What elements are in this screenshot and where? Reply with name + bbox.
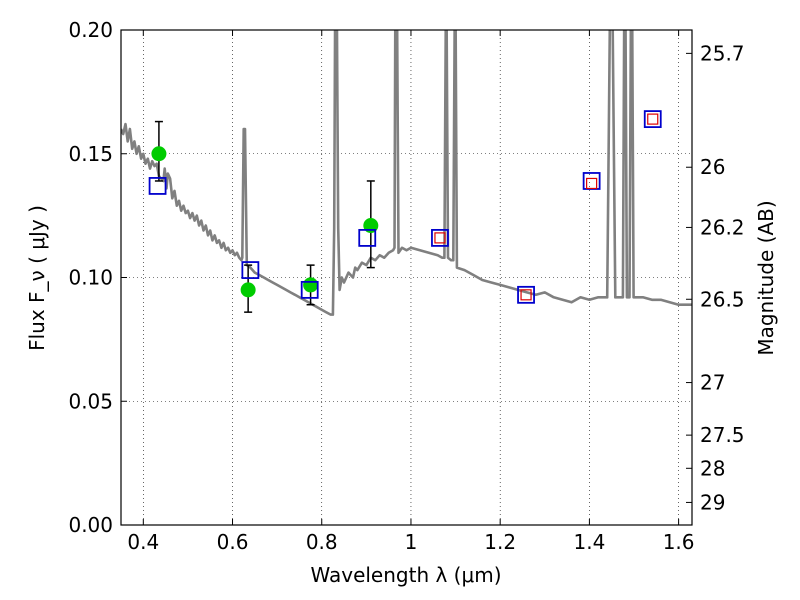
x-tick-label: 1 [405, 530, 418, 554]
model-photometry-marker [241, 261, 260, 279]
y-tick-label: 0.00 [68, 513, 113, 537]
x-tick-label: 0.4 [127, 530, 159, 554]
y-tick-label: 0.20 [68, 18, 113, 42]
right-axis-label: Magnitude (AB) [754, 200, 778, 355]
x-tick-label: 1.2 [484, 530, 516, 554]
mag-tick-label: 27.5 [700, 423, 745, 447]
model-photometry-marker [358, 228, 377, 247]
y-axis-ticks: 0.00 0.05 0.10 0.15 0.20 [68, 18, 127, 537]
mag-tick-label: 28 [700, 456, 725, 480]
mag-tick-label: 26 [700, 155, 725, 179]
predicted-photometry-marker [586, 177, 598, 190]
predicted-photometry-marker [520, 289, 532, 301]
model-photometry-marker [300, 280, 319, 299]
mag-tick-label: 29 [700, 490, 725, 514]
model-photometry-markers [148, 110, 662, 304]
y-axis-label: Flux F_ν ( μJy ) [25, 205, 49, 351]
grid-lines [121, 30, 692, 525]
x-tick-label: 1.4 [573, 530, 605, 554]
observed-points [151, 146, 379, 298]
model-photometry-marker [148, 177, 167, 195]
predicted-photometry-markers [434, 113, 659, 301]
mag-tick-label: 27 [700, 371, 725, 395]
plot-area [121, 30, 692, 316]
mag-tick-label: 25.7 [700, 41, 745, 65]
x-tick-label: 0.6 [217, 530, 249, 554]
model-photometry-marker [643, 110, 662, 128]
x-tick-label: 0.8 [306, 530, 338, 554]
predicted-photometry-marker [647, 113, 659, 125]
observed-point [303, 277, 319, 293]
model-spectrum-line [121, 30, 692, 316]
mag-tick-label: 26.5 [700, 287, 745, 311]
model-photometry-marker [431, 228, 449, 247]
y-tick-label: 0.05 [68, 389, 113, 413]
observed-point [240, 282, 256, 298]
x-axis-ticks: 0.4 0.6 0.8 1 1.2 1.4 1.6 [127, 30, 695, 554]
y-tick-label: 0.15 [68, 142, 113, 166]
y-tick-label: 0.10 [68, 266, 113, 290]
predicted-photometry-marker [434, 232, 446, 244]
magnitude-axis-ticks: 25.7 26 26.2 26.5 27 27.5 28 29 [686, 41, 745, 514]
x-tick-label: 1.6 [663, 530, 695, 554]
model-spectrum [121, 30, 692, 316]
mag-tick-label: 26.2 [700, 215, 745, 239]
observed-point [151, 146, 167, 162]
x-axis-label: Wavelength λ (μm) [310, 563, 501, 587]
model-photometry-marker [517, 285, 535, 304]
